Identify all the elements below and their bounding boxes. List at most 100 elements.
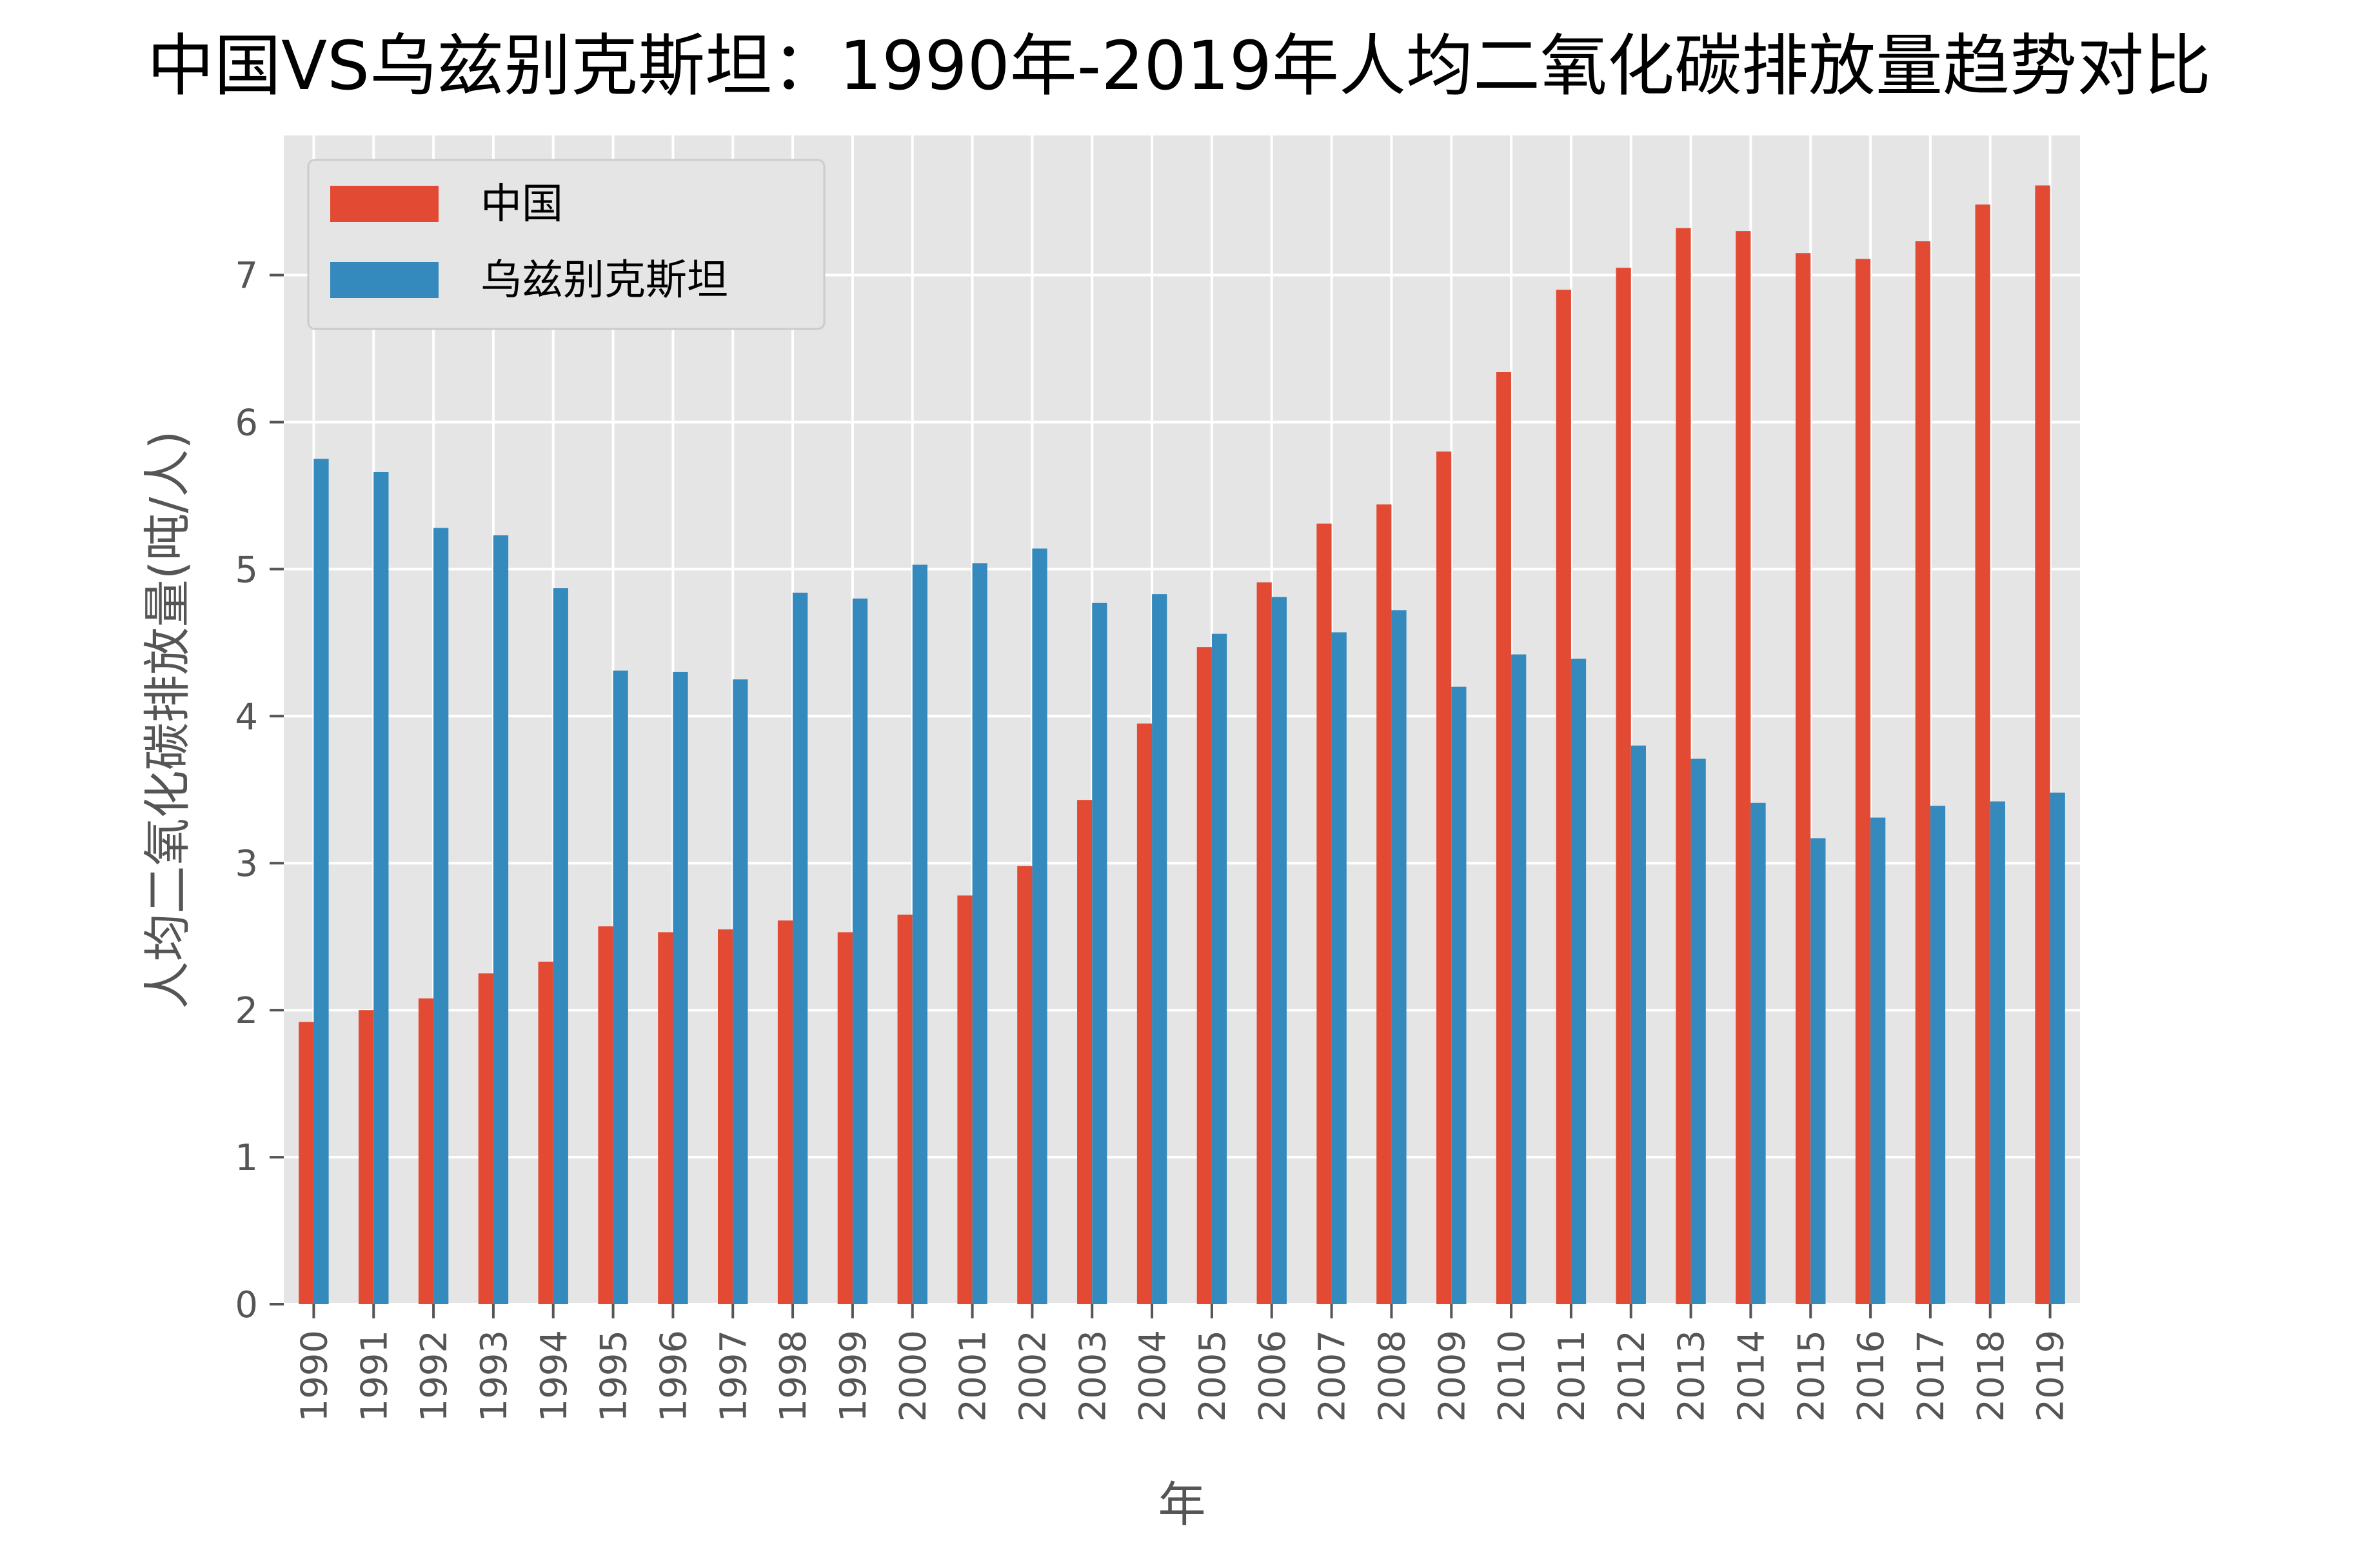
bar-china-2003 <box>1077 800 1093 1304</box>
bar-china-2000 <box>897 915 913 1304</box>
bar-uzbekistan-1997 <box>733 679 748 1304</box>
bar-uzbekistan-2005 <box>1211 633 1227 1305</box>
bar-uzbekistan-2015 <box>1810 838 1826 1304</box>
bar-uzbekistan-2003 <box>1092 602 1107 1304</box>
x-tick-label: 2018 <box>1970 1330 2012 1422</box>
x-axis-label: 年 <box>1158 1477 1206 1533</box>
bar-china-2001 <box>957 895 973 1304</box>
bar-uzbekistan-2008 <box>1391 610 1407 1304</box>
x-tick-label: 2012 <box>1611 1330 1653 1422</box>
bar-china-2019 <box>2035 185 2050 1304</box>
bar-china-2018 <box>1975 204 1990 1305</box>
bar-uzbekistan-2012 <box>1630 745 1646 1304</box>
x-tick-label: 2015 <box>1790 1330 1832 1422</box>
x-tick-label: 2016 <box>1850 1330 1892 1422</box>
x-tick-label: 2019 <box>2030 1330 2072 1422</box>
bar-uzbekistan-1998 <box>793 592 808 1305</box>
y-tick-label: 4 <box>235 696 258 738</box>
bar-uzbekistan-2006 <box>1271 597 1287 1304</box>
x-tick-label: 2013 <box>1671 1330 1713 1422</box>
bars <box>299 185 2065 1305</box>
bar-uzbekistan-1991 <box>373 471 389 1304</box>
plot-area <box>284 135 2080 1304</box>
bar-uzbekistan-1990 <box>313 459 329 1304</box>
y-tick-label: 2 <box>235 990 258 1032</box>
x-tick-label: 2000 <box>893 1330 935 1422</box>
x-tick-label: 2002 <box>1012 1330 1054 1422</box>
chart-title: 中国VS乌兹别克斯坦：1990年-2019年人均二氧化碳排放量趋势对比 <box>146 26 2212 105</box>
x-tick-label: 2001 <box>953 1330 995 1422</box>
x-tick-label: 2010 <box>1491 1330 1533 1422</box>
bar-uzbekistan-2000 <box>912 564 927 1305</box>
x-tick-label: 1996 <box>653 1330 695 1422</box>
y-tick-label: 5 <box>235 549 258 591</box>
y-tick-label: 3 <box>235 843 258 885</box>
y-tick-label: 7 <box>235 255 258 297</box>
bar-china-2013 <box>1676 228 1691 1305</box>
bar-china-1997 <box>718 929 733 1304</box>
bar-china-2006 <box>1256 582 1272 1304</box>
bar-china-1991 <box>359 1010 374 1304</box>
bar-uzbekistan-2001 <box>972 563 987 1304</box>
x-tick-label: 2017 <box>1910 1330 1952 1422</box>
x-tick-label: 1999 <box>833 1330 875 1422</box>
bar-uzbekistan-2007 <box>1331 632 1347 1304</box>
bar-china-1995 <box>598 926 613 1304</box>
x-tick-label: 1998 <box>773 1330 815 1422</box>
x-tick-label: 2004 <box>1132 1330 1174 1422</box>
bar-china-1996 <box>658 932 673 1304</box>
bar-china-2017 <box>1915 241 1930 1304</box>
axes: 0 1 2 3 4 5 6 7 1990 1991 1992 1993 1994 1995 1996 1997… <box>235 255 2072 1422</box>
bar-china-2004 <box>1136 723 1153 1304</box>
x-tick-label: 1994 <box>533 1330 575 1422</box>
x-tick-label: 2011 <box>1551 1330 1593 1422</box>
bar-uzbekistan-1994 <box>553 588 568 1304</box>
bar-uzbekistan-2014 <box>1750 802 1766 1304</box>
x-tick-label: 2005 <box>1192 1330 1234 1422</box>
x-tick-label: 1995 <box>593 1330 635 1422</box>
x-tick-label: 1993 <box>473 1330 515 1422</box>
bar-china-2002 <box>1017 866 1033 1304</box>
bar-uzbekistan-2004 <box>1152 594 1167 1304</box>
bar-china-2007 <box>1316 523 1332 1305</box>
bar-china-2010 <box>1496 372 1512 1304</box>
x-tick-label: 1997 <box>713 1330 755 1422</box>
y-tick-label: 0 <box>235 1284 258 1326</box>
bar-china-2014 <box>1736 231 1751 1305</box>
x-tick-label: 2009 <box>1431 1330 1473 1422</box>
bar-uzbekistan-1992 <box>433 528 449 1304</box>
bar-uzbekistan-2019 <box>2050 792 2065 1304</box>
bar-uzbekistan-1999 <box>852 598 868 1304</box>
bar-uzbekistan-1996 <box>673 671 688 1304</box>
bar-china-1990 <box>299 1022 314 1304</box>
bar-uzbekistan-1995 <box>613 670 628 1304</box>
x-tick-label: 2006 <box>1252 1330 1294 1422</box>
x-tick-label: 1992 <box>413 1330 455 1422</box>
legend-label: 中国 <box>481 181 563 228</box>
bar-uzbekistan-2011 <box>1570 659 1587 1304</box>
bar-uzbekistan-1993 <box>493 535 509 1304</box>
bar-china-2016 <box>1855 259 1871 1305</box>
x-tick-label: 2007 <box>1312 1330 1354 1422</box>
y-tick-label: 6 <box>235 402 258 444</box>
bar-china-2015 <box>1796 253 1811 1305</box>
y-tick-label: 1 <box>235 1137 258 1179</box>
bar-uzbekistan-2009 <box>1451 686 1467 1304</box>
bar-china-2011 <box>1556 290 1571 1304</box>
x-tick-label: 2003 <box>1072 1330 1114 1422</box>
legend-swatch <box>330 262 439 298</box>
bar-china-1999 <box>837 932 853 1304</box>
x-tick-label: 2008 <box>1371 1330 1413 1422</box>
y-axis-label: 人均二氧化碳排放量(吨/人) <box>140 431 195 1009</box>
bar-china-2009 <box>1436 452 1452 1304</box>
bar-uzbekistan-2016 <box>1870 817 1886 1304</box>
bar-uzbekistan-2010 <box>1511 654 1527 1304</box>
x-tick-label: 1990 <box>293 1330 335 1422</box>
bar-china-2005 <box>1196 647 1212 1304</box>
bar-china-1992 <box>418 998 434 1304</box>
legend-swatch <box>330 186 439 222</box>
bar-uzbekistan-2013 <box>1690 759 1706 1304</box>
bar-china-2012 <box>1616 268 1631 1304</box>
